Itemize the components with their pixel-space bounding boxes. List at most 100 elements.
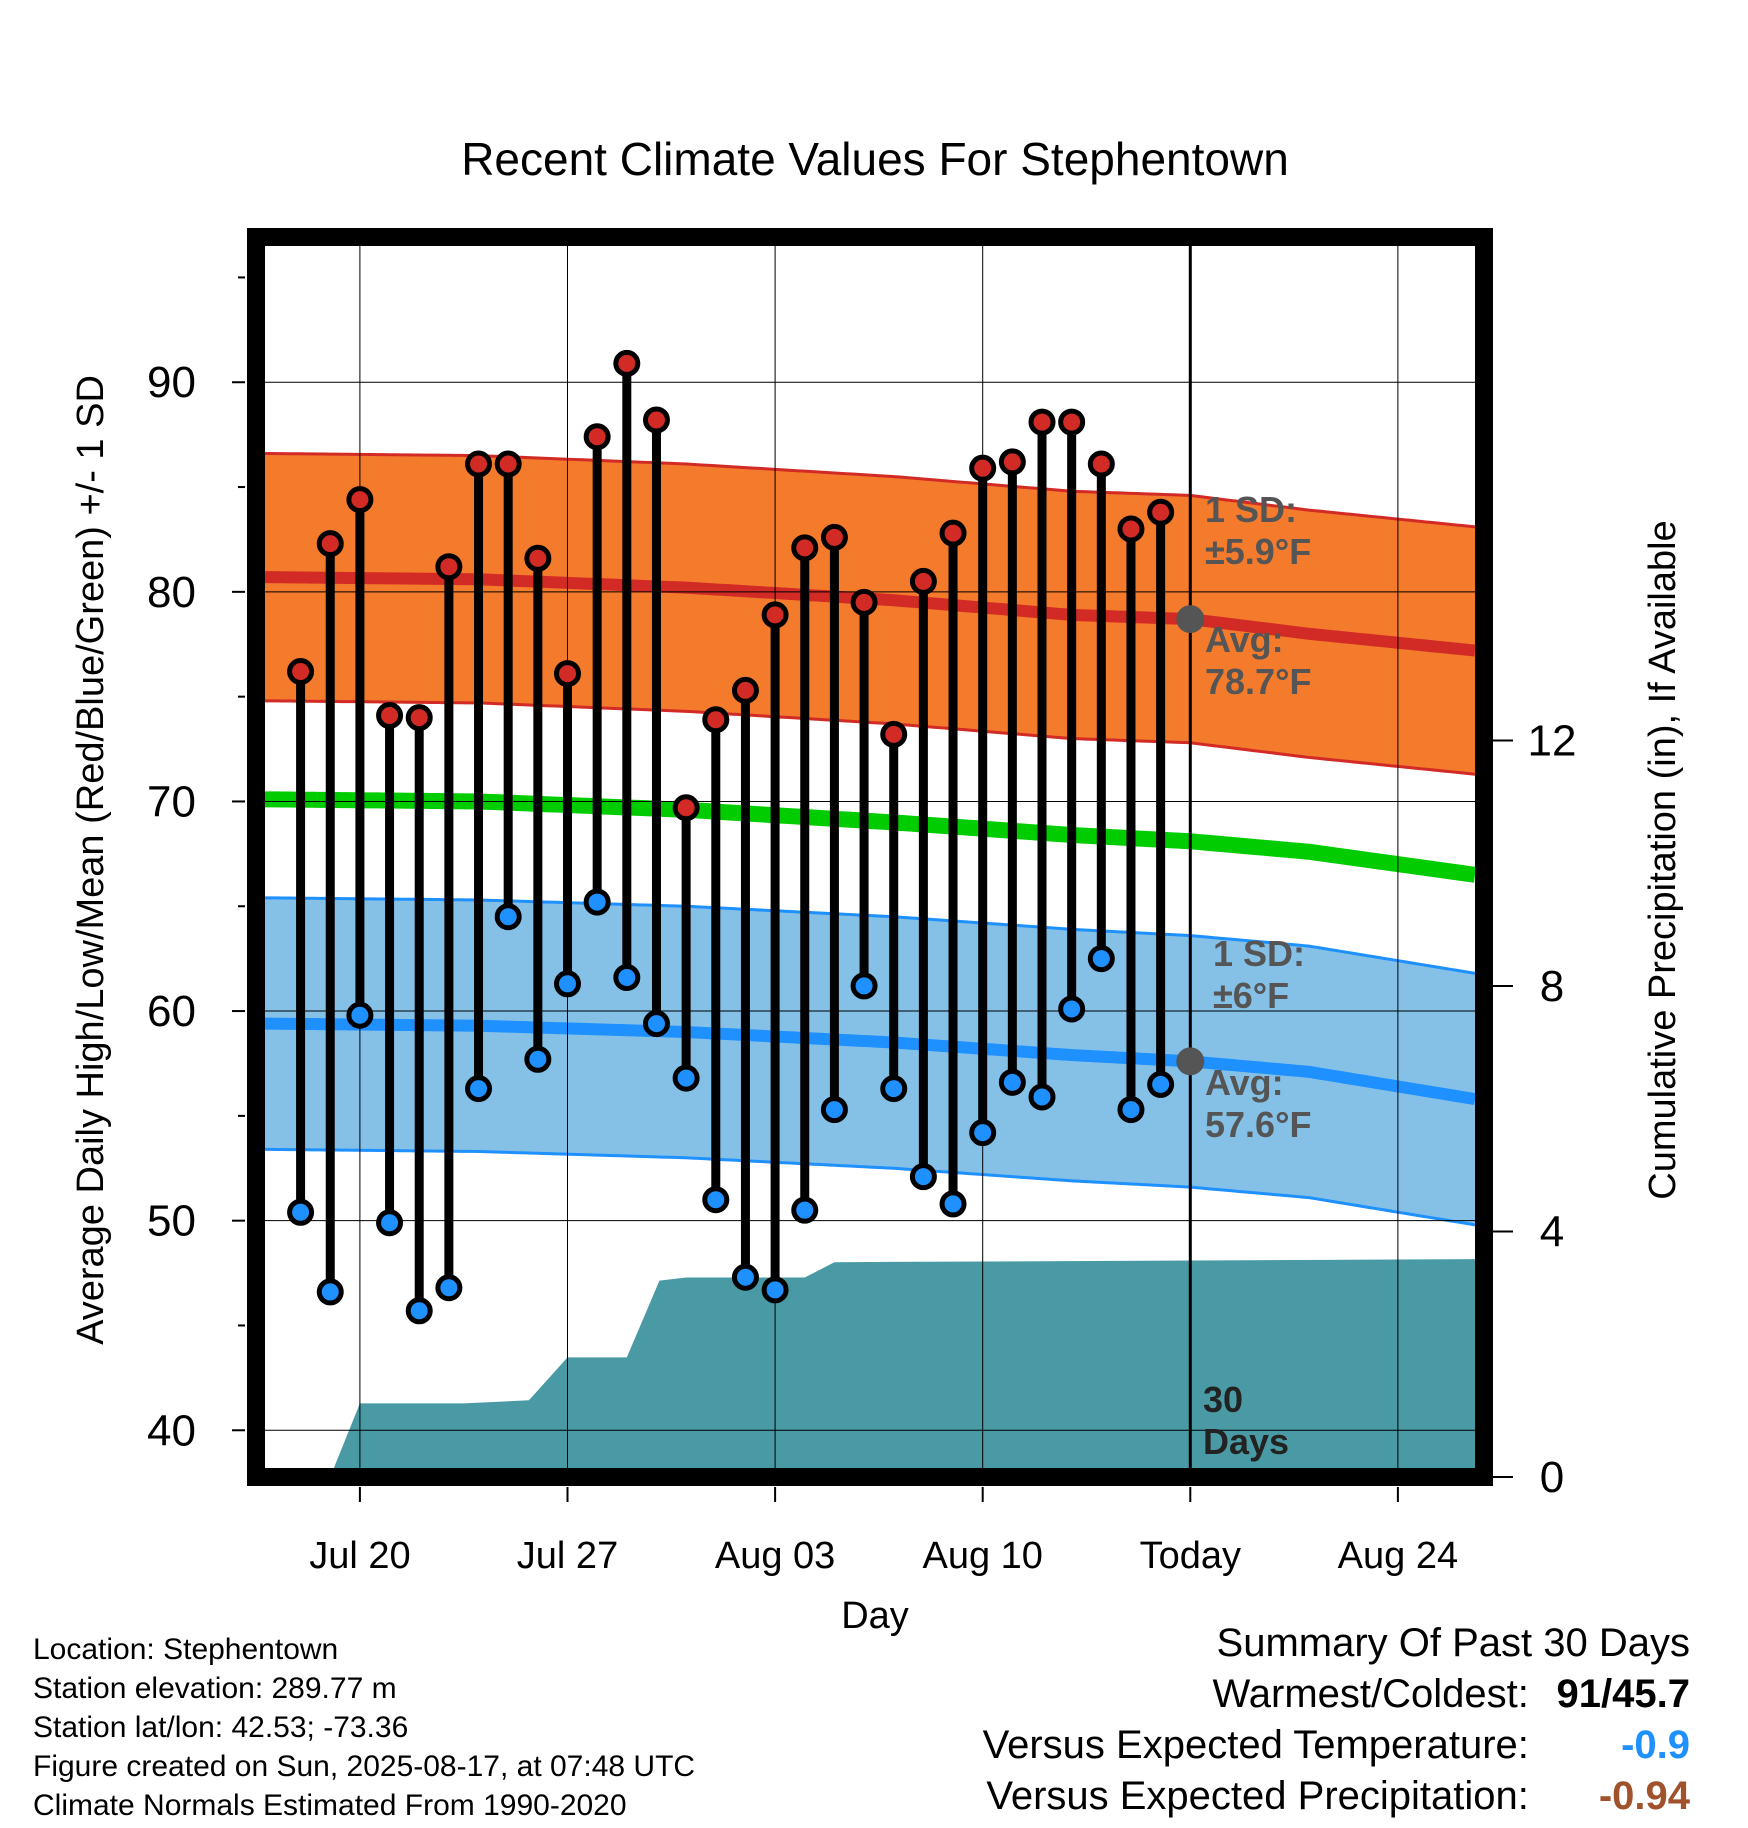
high-dot (850, 588, 878, 616)
warm-cold-value: 91/45.7 (1556, 1672, 1690, 1716)
high-dot (731, 676, 759, 704)
y-tick-label: 60 (147, 987, 196, 1036)
high-dot (583, 423, 611, 451)
high-dot (316, 530, 344, 558)
plot-frame (247, 228, 1493, 1486)
x-tick-label: Aug 03 (715, 1535, 835, 1577)
high-dot (287, 657, 315, 685)
high-dot (405, 704, 433, 732)
y-tick-label: 50 (147, 1197, 196, 1246)
high-dot (998, 448, 1026, 476)
y2-tick-label: 8 (1540, 962, 1564, 1011)
high-dot (672, 794, 700, 822)
high-dot (642, 406, 670, 434)
annotation-low-sd: 1 SD: ±6°F (1213, 933, 1305, 1016)
y2-tick-label: 0 (1540, 1453, 1564, 1502)
high-dot (346, 486, 374, 514)
low-dot (376, 1209, 404, 1237)
location-text: Location: Stephentown (33, 1633, 339, 1666)
annotation-high-avg: Avg: 78.7°F (1205, 619, 1311, 702)
low-dot (642, 1010, 670, 1038)
low-dot (820, 1096, 848, 1124)
low-dot (613, 964, 641, 992)
prcp-label: Versus Expected Precipitation: (986, 1774, 1529, 1818)
elevation-text: Station elevation: 289.77 m (33, 1672, 397, 1705)
x-axis-label: Day (841, 1595, 909, 1637)
low-dot (880, 1075, 908, 1103)
low-dot (287, 1198, 315, 1226)
low-dot (998, 1068, 1026, 1096)
temp-value: -0.9 (1621, 1723, 1690, 1767)
low-dot (1028, 1083, 1056, 1111)
high-dot (554, 660, 581, 688)
x-tick-label: Aug 10 (922, 1535, 1042, 1577)
today-high-avg-marker (1176, 605, 1205, 634)
temp-label: Versus Expected Temperature: (982, 1723, 1529, 1767)
low-dot (731, 1263, 759, 1291)
low-dot (1087, 945, 1115, 973)
low-dot (346, 1001, 374, 1029)
annotation-days: 30 Days (1203, 1379, 1289, 1462)
high-dot (939, 519, 967, 547)
x-tick-label: Aug 24 (1338, 1535, 1458, 1577)
summary-warm-cold: Warmest/Coldest: 91/45.7 (983, 1669, 1691, 1720)
high-dot (465, 450, 493, 478)
latlon-text: Station lat/lon: 42.53; -73.36 (33, 1711, 409, 1744)
y2-axis-label: Cumulative Precipitation (in), If Availa… (1642, 520, 1684, 1199)
low-dot (761, 1276, 789, 1304)
precip-area (333, 1259, 1475, 1468)
y2-tick-label: 4 (1540, 1208, 1564, 1257)
high-dot (524, 544, 552, 572)
y-tick-label: 90 (147, 358, 196, 407)
low-dot (791, 1196, 819, 1224)
high-dot (494, 450, 522, 478)
high-dot (761, 601, 789, 629)
low-dot (554, 970, 581, 998)
y-tick-label: 70 (147, 777, 196, 826)
summary-panel: Summary Of Past 30 Days Warmest/Coldest:… (983, 1618, 1690, 1822)
y-tick-label: 40 (147, 1406, 196, 1455)
warm-cold-label: Warmest/Coldest: (1212, 1672, 1529, 1716)
high-dot (969, 454, 997, 482)
high-dot (1058, 408, 1086, 436)
normal-low-band-upper (265, 896, 1475, 975)
summary-temp: Versus Expected Temperature: -0.9 (983, 1720, 1690, 1771)
high-dot (1087, 450, 1115, 478)
high-dot (376, 702, 404, 730)
today-low-avg-marker (1176, 1047, 1205, 1076)
high-dot (880, 720, 908, 748)
normals-text: Climate Normals Estimated From 1990-2020 (33, 1789, 627, 1822)
x-tick-label: Jul 27 (517, 1535, 618, 1577)
normal-high-band-lower (265, 699, 1475, 776)
high-dot (820, 523, 848, 551)
high-dot (435, 553, 463, 581)
low-dot (583, 888, 611, 916)
summary-title: Summary Of Past 30 Days (1216, 1621, 1690, 1665)
high-dot (1147, 498, 1175, 526)
y-tick-label: 80 (147, 568, 196, 617)
plot-area: 1 SD: ±5.9°F Avg: 78.7°F 1 SD: ±6°F Avg: 57.6°F… (147, 228, 1577, 1577)
y-axis-label: Average Daily High/Low/Mean (Red/Blue/Gr… (70, 375, 112, 1345)
low-dot (1147, 1070, 1175, 1098)
high-dot (702, 706, 730, 734)
normal-low-band-lower (265, 1147, 1475, 1227)
low-dot (909, 1163, 937, 1191)
low-dot (435, 1274, 463, 1302)
created-text: Figure created on Sun, 2025-08-17, at 07… (33, 1750, 696, 1783)
low-dot (672, 1064, 700, 1092)
low-dot (465, 1075, 493, 1103)
high-dot (909, 567, 937, 595)
annotation-low-avg: Avg: 57.6°F (1205, 1062, 1311, 1145)
prcp-value: -0.94 (1598, 1774, 1690, 1818)
low-dot (702, 1186, 730, 1214)
low-dot (405, 1297, 433, 1325)
low-dot (850, 972, 878, 1000)
station-info: Location: Stephentown Station elevation:… (33, 1630, 695, 1825)
low-dot (316, 1278, 344, 1306)
low-dot (969, 1119, 997, 1147)
normal-high-band-upper (265, 452, 1475, 529)
x-tick-label: Today (1140, 1535, 1241, 1577)
chart-title: Recent Climate Values For Stephentown (461, 133, 1289, 185)
y2-tick-label: 12 (1528, 717, 1577, 766)
